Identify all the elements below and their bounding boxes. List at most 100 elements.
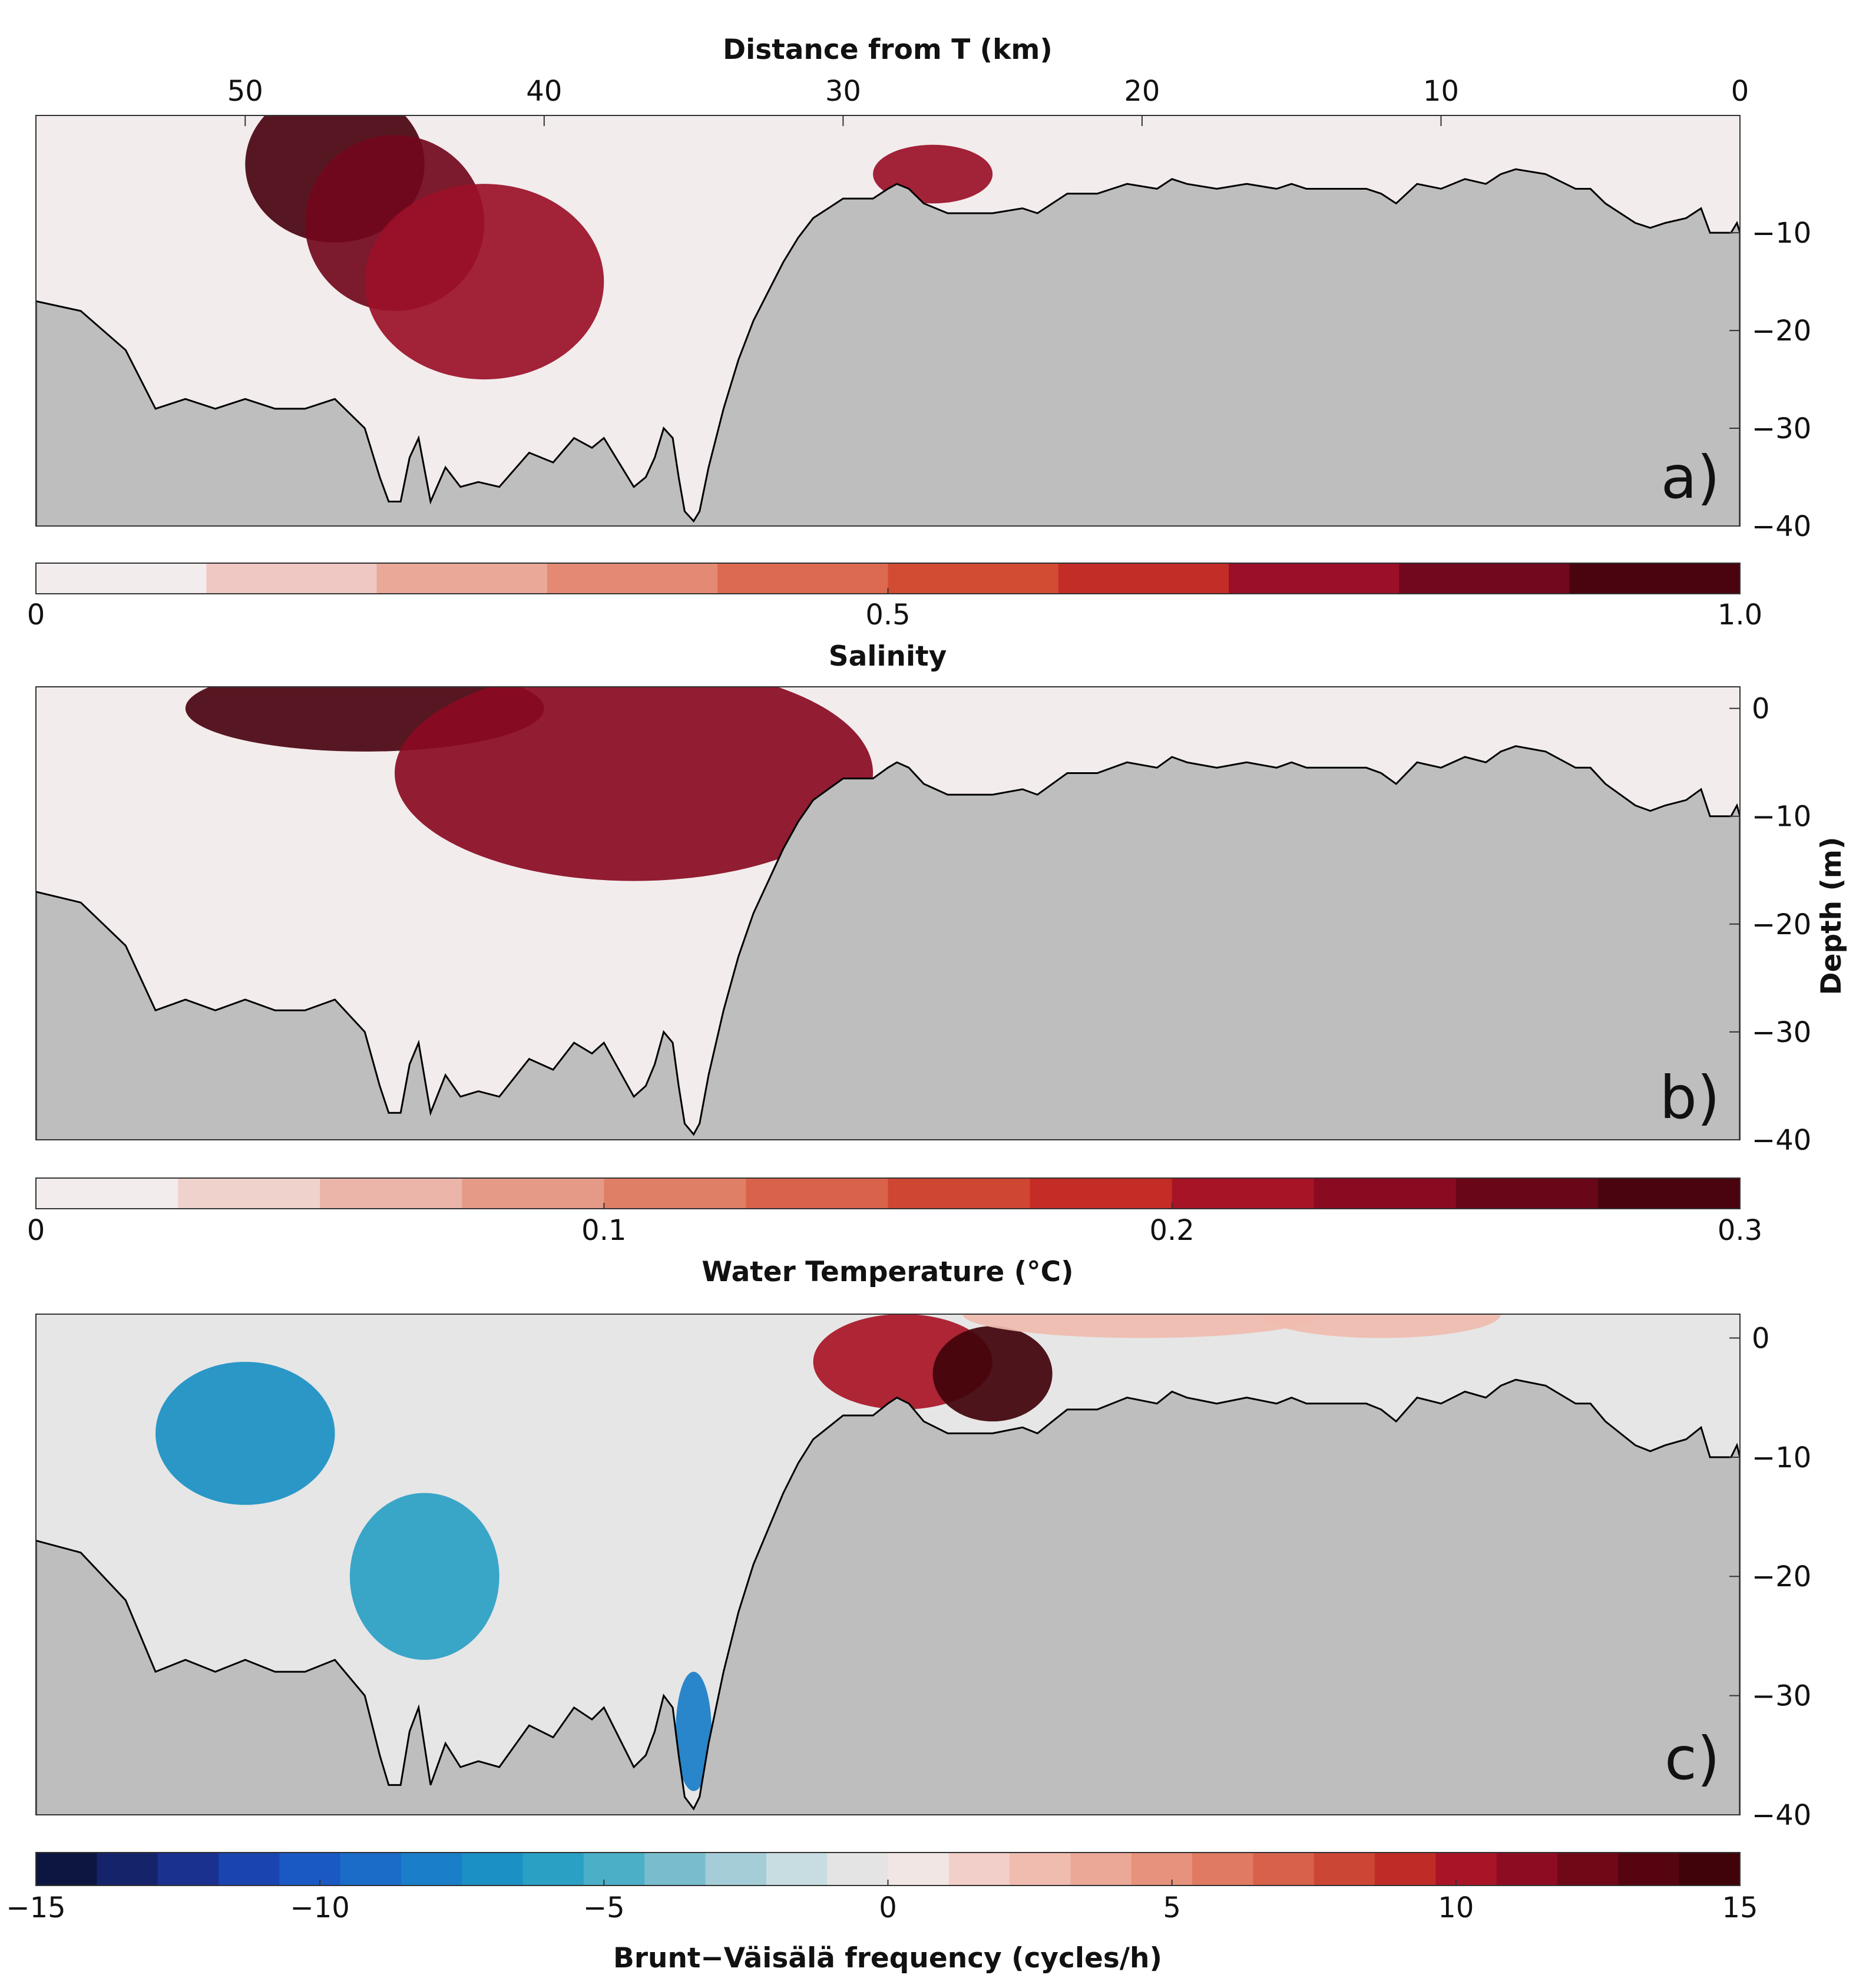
- colorbar-swatch: [1172, 1178, 1315, 1209]
- x-axis-title: Distance from T (km): [723, 34, 1053, 66]
- contour-blob: [365, 184, 604, 380]
- y-tick-label: −20: [1752, 315, 1811, 348]
- colorbar-brunt-vaisala-ticks: −15 −10 −5 0 5 10 15: [6, 1880, 1758, 1924]
- panel-c-label: c): [1665, 1724, 1720, 1793]
- y-tick-label: −40: [1752, 1799, 1811, 1832]
- colorbar-swatch: [206, 563, 378, 594]
- colorbar-swatch: [36, 1853, 97, 1886]
- x-tick-label: 50: [227, 75, 263, 108]
- colorbar-swatch: [604, 1178, 746, 1209]
- colorbar-swatch: [1618, 1853, 1680, 1886]
- contour-blob: [1261, 1314, 1501, 1338]
- colorbar-swatch: [948, 1853, 1010, 1886]
- colorbar-swatch: [1399, 563, 1570, 594]
- x-tick-label: 30: [825, 75, 861, 108]
- colorbar-tick-label: −10: [290, 1891, 350, 1924]
- y-tick-label: −20: [1752, 908, 1811, 941]
- panel-c-contours: [156, 1314, 1501, 1791]
- colorbar-swatch: [888, 563, 1059, 594]
- colorbar-swatch: [888, 1178, 1031, 1209]
- colorbar-swatch: [1131, 1853, 1193, 1886]
- x-tick-label: 40: [526, 75, 562, 108]
- colorbar-swatch: [1597, 1178, 1741, 1209]
- y-tick-label: −40: [1752, 510, 1811, 543]
- colorbar-swatch: [1569, 563, 1741, 594]
- colorbar-swatch: [1496, 1853, 1558, 1886]
- colorbar-swatch: [705, 1853, 767, 1886]
- contour-blob: [676, 1672, 712, 1791]
- colorbar-salinity: 0 0.5 1.0 Salinity: [27, 563, 1762, 673]
- panel-b-frame: [35, 686, 1741, 1140]
- colorbar-salinity-swatches: [36, 563, 1741, 594]
- panel-a-seafloor: [36, 168, 1740, 526]
- colorbar-swatch: [340, 1853, 402, 1886]
- y-tick-label: −10: [1752, 217, 1811, 250]
- colorbar-swatch: [279, 1853, 341, 1886]
- colorbar-swatch: [583, 1853, 645, 1886]
- y-tick-label: −40: [1752, 1124, 1811, 1157]
- y-tick-label: −30: [1752, 1680, 1811, 1713]
- colorbar-swatch: [1192, 1853, 1253, 1886]
- colorbar-swatch: [36, 563, 207, 594]
- colorbar-swatch: [547, 563, 718, 594]
- panel-a-frame: [35, 115, 1741, 527]
- colorbar-temperature: 0 0.1 0.2 0.3 Water Temperature (°C): [27, 1177, 1762, 1288]
- panel-c-seafloor: [36, 1378, 1740, 1815]
- colorbar-swatch: [218, 1853, 280, 1886]
- colorbar-swatch: [1253, 1853, 1315, 1886]
- colorbar-brunt-vaisala-swatches: [36, 1853, 1741, 1886]
- colorbar-temperature-frame: [35, 1177, 1741, 1209]
- colorbar-swatch: [522, 1853, 584, 1886]
- y-tick-label: −10: [1752, 801, 1811, 833]
- colorbar-swatch: [1058, 563, 1229, 594]
- colorbar-salinity-ticks: 0 0.5 1.0: [27, 588, 1762, 631]
- colorbar-swatch: [1070, 1853, 1132, 1886]
- colorbar-tick-label: 15: [1722, 1891, 1758, 1924]
- colorbar-tick-label: 0: [879, 1891, 897, 1924]
- panel-b: 0 −10 −20 −30 −40 b) Depth (m): [35, 686, 1848, 1157]
- colorbar-brunt-vaisala-label: Brunt−Väisälä frequency (cycles/h): [613, 1942, 1162, 1974]
- panel-c-y-ticks: 0 −10 −20 −30 −40: [1729, 1322, 1811, 1832]
- colorbar-tick-label: 0.3: [1718, 1214, 1762, 1247]
- colorbar-tick-label: 0: [27, 598, 45, 631]
- panel-b-contours: [185, 687, 874, 881]
- y-tick-label: 0: [1752, 1322, 1770, 1355]
- colorbar-swatch: [827, 1853, 888, 1886]
- colorbar-tick-label: 0.2: [1149, 1214, 1194, 1247]
- colorbar-tick-label: 5: [1163, 1891, 1181, 1924]
- x-tick-label: 10: [1423, 75, 1459, 108]
- panel-a-label: a): [1661, 443, 1720, 512]
- colorbar-swatch: [1314, 1178, 1457, 1209]
- panel-b-y-ticks: 0 −10 −20 −30 −40: [1729, 693, 1811, 1157]
- panel-a: 50 40 30 20 10 0 −10 −20 −30 −40 a): [35, 75, 1811, 543]
- y-axis-title: Depth (m): [1815, 837, 1848, 995]
- contour-blob: [395, 687, 874, 881]
- panel-a-y-ticks: −10 −20 −30 −40: [1729, 217, 1811, 543]
- y-tick-label: 0: [1752, 693, 1770, 726]
- colorbar-temperature-swatches: [36, 1178, 1741, 1209]
- panel-a-x-ticks: 50 40 30 20 10 0: [227, 75, 1749, 126]
- x-tick-label: 20: [1124, 75, 1160, 108]
- colorbar-tick-label: 0: [27, 1214, 45, 1247]
- x-tick-label: 0: [1731, 75, 1749, 108]
- colorbar-swatch: [462, 1853, 524, 1886]
- contour-blob: [349, 1493, 499, 1660]
- contour-blob: [676, 115, 712, 389]
- y-tick-label: −10: [1752, 1441, 1811, 1474]
- colorbar-swatch: [1679, 1853, 1741, 1886]
- colorbar-swatch: [320, 1178, 462, 1209]
- colorbar-swatch: [644, 1853, 706, 1886]
- colorbar-swatch: [1435, 1853, 1497, 1886]
- colorbar-swatch: [766, 1853, 828, 1886]
- colorbar-tick-label: 1.0: [1718, 598, 1762, 631]
- colorbar-swatch: [717, 563, 888, 594]
- colorbar-swatch: [157, 1853, 219, 1886]
- colorbar-swatch: [1030, 1178, 1173, 1209]
- y-tick-label: −30: [1752, 412, 1811, 445]
- panel-c: 0 −10 −20 −30 −40 c): [35, 1314, 1811, 1832]
- y-tick-label: −30: [1752, 1016, 1811, 1049]
- colorbar-swatch: [1010, 1853, 1071, 1886]
- contour-blob: [932, 1326, 1053, 1422]
- panel-c-frame: [35, 1314, 1741, 1815]
- colorbar-tick-label: 0.5: [865, 598, 910, 631]
